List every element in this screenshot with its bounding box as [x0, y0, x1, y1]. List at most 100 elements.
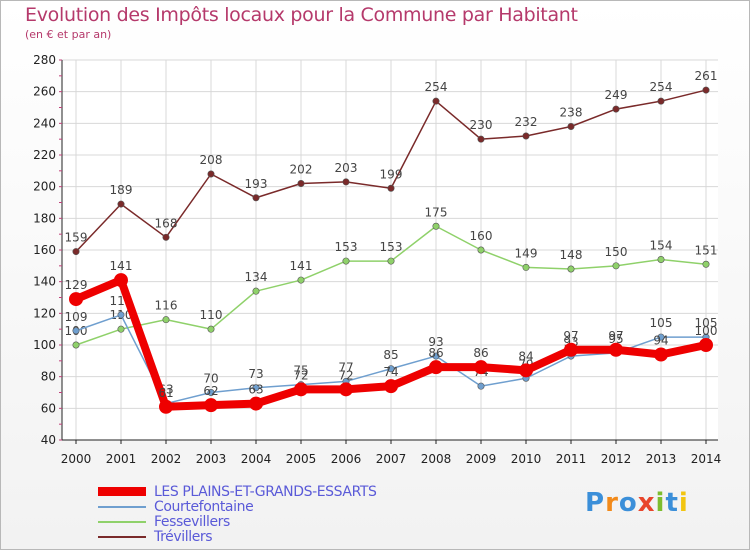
x-tick-label: 2007 [376, 452, 407, 466]
legend-swatch [98, 535, 146, 538]
data-label: 193 [245, 177, 268, 191]
legend-item: Trévillers [98, 529, 377, 545]
data-label: 61 [158, 386, 173, 400]
data-label: 75 [293, 364, 308, 378]
data-label: 149 [515, 246, 538, 260]
y-tick-label: 280 [33, 53, 56, 67]
data-label: 189 [110, 183, 133, 197]
data-point [564, 342, 578, 357]
data-label: 100 [695, 324, 718, 338]
data-point [609, 342, 623, 357]
data-label: 153 [380, 240, 403, 254]
data-point [654, 347, 668, 362]
legend-item: Fessevillers [98, 513, 377, 530]
data-point [249, 396, 263, 411]
data-point [474, 360, 488, 375]
x-tick-label: 2002 [151, 452, 182, 466]
data-point [387, 365, 395, 373]
data-point [339, 382, 353, 397]
data-point [117, 311, 125, 319]
data-label: 77 [338, 360, 353, 374]
y-tick-label: 220 [33, 148, 56, 162]
data-point [72, 327, 80, 335]
data-point [162, 316, 170, 324]
data-label: 150 [605, 245, 628, 259]
data-point [297, 276, 305, 284]
data-point [699, 338, 713, 352]
y-tick-label: 100 [33, 338, 56, 352]
data-point [297, 180, 305, 188]
logo-letter: x [637, 488, 656, 518]
logo-letter: o [618, 488, 638, 518]
y-tick-label: 200 [33, 180, 56, 194]
x-tick-label: 2009 [466, 452, 497, 466]
data-label: 116 [155, 299, 178, 313]
x-tick-label: 2014 [691, 452, 722, 466]
data-point [612, 262, 620, 270]
data-point [432, 97, 440, 105]
data-point [657, 333, 665, 341]
data-label: 129 [65, 278, 88, 292]
x-tick-label: 2011 [556, 452, 587, 466]
data-label: 74 [383, 365, 398, 379]
data-label: 232 [515, 115, 538, 129]
data-point [387, 184, 395, 192]
logo-letter: i [678, 488, 689, 518]
logo-letter: t [665, 488, 679, 518]
data-point [567, 265, 575, 273]
y-tick-label: 120 [33, 306, 56, 320]
data-label: 63 [248, 383, 263, 397]
x-tick-label: 2005 [286, 452, 317, 466]
data-label: 254 [425, 80, 448, 94]
data-point [432, 352, 440, 360]
legend: LES PLAINS-ET-GRANDS-ESSARTS Courtefonta… [98, 484, 377, 545]
data-point [207, 388, 215, 396]
data-point [252, 384, 260, 392]
data-point [207, 170, 215, 178]
data-point [114, 273, 128, 288]
data-label: 160 [470, 229, 493, 243]
data-point [252, 287, 260, 295]
data-label: 175 [425, 205, 448, 219]
data-label: 203 [335, 161, 358, 175]
legend-label: Courtefontaine [154, 498, 254, 515]
legend-label: Fessevillers [154, 513, 230, 530]
data-label: 199 [380, 167, 403, 181]
y-tick-label: 60 [41, 401, 56, 415]
data-label: 254 [650, 80, 673, 94]
data-label: 97 [563, 329, 578, 343]
data-point [294, 382, 308, 397]
data-point [567, 123, 575, 131]
y-tick-label: 140 [33, 275, 56, 289]
proxiti-logo: Proxiti [585, 488, 689, 518]
data-label: 159 [65, 231, 88, 245]
data-point [477, 246, 485, 254]
y-tick-label: 260 [33, 85, 56, 99]
y-tick-label: 80 [41, 370, 56, 384]
data-label: 202 [290, 163, 313, 177]
data-point [702, 86, 710, 94]
data-point [207, 325, 215, 333]
data-label: 238 [560, 106, 583, 120]
data-label: 85 [383, 348, 398, 362]
x-tick-label: 2000 [61, 452, 92, 466]
x-tick-label: 2010 [511, 452, 542, 466]
data-point [522, 132, 530, 140]
data-point [159, 399, 173, 414]
data-label: 70 [203, 372, 218, 386]
data-label: 86 [473, 346, 488, 360]
data-label: 73 [248, 367, 263, 381]
data-point [162, 233, 170, 241]
data-point [117, 325, 125, 333]
data-point [702, 260, 710, 268]
chart-subtitle: (en € et par an) [25, 28, 112, 41]
y-tick-label: 180 [33, 211, 56, 225]
data-label: 230 [470, 118, 493, 132]
data-label: 95 [608, 332, 623, 346]
data-point [519, 363, 533, 378]
data-label: 153 [335, 240, 358, 254]
data-point [204, 398, 218, 413]
data-label: 105 [650, 316, 673, 330]
data-point [387, 257, 395, 265]
data-label: 62 [203, 384, 218, 398]
